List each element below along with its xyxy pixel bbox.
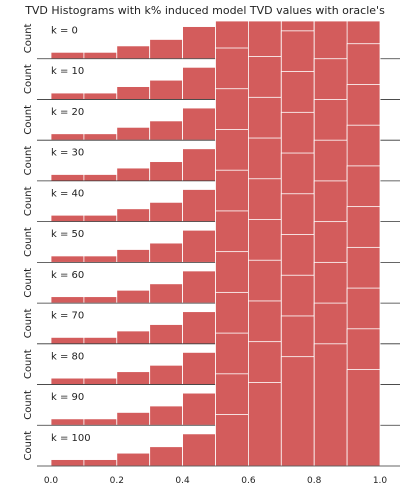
panel-k-label: k = 90 (51, 392, 84, 403)
histogram-bar (50, 92, 85, 100)
histogram-bar (215, 414, 249, 467)
y-axis-label: Count (23, 23, 34, 53)
panel-k-label: k = 40 (51, 188, 84, 199)
histogram-bar (50, 133, 85, 141)
histogram-bar (50, 459, 85, 467)
panel-k-label: k = 50 (51, 229, 84, 240)
histogram-bar (50, 377, 85, 385)
histogram-bar (182, 351, 216, 385)
histogram-bar (116, 371, 151, 385)
histogram-bar (83, 377, 118, 385)
panel-k-label: k = 80 (51, 351, 84, 362)
panel-k-label: k = 60 (51, 270, 84, 281)
histogram-bar (149, 201, 183, 223)
histogram-bar (149, 120, 183, 141)
x-tick-label: 0.0 (44, 476, 59, 486)
x-tick-label: 0.2 (110, 476, 124, 486)
histogram-bar (116, 86, 151, 100)
histogram-bar (116, 452, 151, 467)
histogram-bar (116, 330, 151, 345)
histogram-bar (182, 229, 216, 263)
histogram-bar (116, 167, 151, 182)
histogram-bar (50, 214, 85, 223)
histogram-bar (346, 369, 381, 467)
histogram-bar (182, 270, 216, 304)
histogram-bar (149, 324, 183, 345)
histogram-bar (83, 92, 118, 100)
histogram-bar (149, 364, 183, 385)
histogram-bar (116, 45, 151, 60)
x-tick-label: 0.4 (175, 476, 190, 486)
histogram-bar (182, 189, 216, 223)
histogram-bar (149, 405, 183, 426)
histogram-bar (182, 107, 216, 141)
histogram-bar (83, 296, 118, 304)
histogram-bar (50, 336, 85, 345)
x-tick-label: 0.6 (241, 476, 256, 486)
histogram-bar (182, 392, 216, 426)
histogram-bar (149, 39, 183, 60)
panel-k-label: k = 70 (51, 311, 84, 322)
y-axis-label: Count (23, 390, 34, 420)
panel-k-label: k = 30 (51, 148, 84, 159)
panel-k-label: k = 100 (51, 433, 91, 444)
histogram-bar (83, 133, 118, 141)
histogram-bar (50, 174, 85, 182)
histogram-bar (182, 26, 216, 60)
histogram-bar (83, 336, 118, 345)
histogram-bar (83, 174, 118, 182)
histogram-bar (182, 433, 216, 467)
panels-group: k = 0 Count k = 10 Count k = 20 Count k = 30 Co… (23, 20, 400, 467)
y-axis-label: Count (23, 105, 34, 135)
histogram-bar (83, 51, 118, 60)
x-tick-label: 0.8 (307, 476, 322, 486)
y-axis-label: Count (23, 186, 34, 216)
y-axis-label: Count (23, 431, 34, 461)
histogram-bar (149, 446, 183, 467)
y-axis-label: Count (23, 268, 34, 298)
chart-title: TVD Histograms with k% induced model TVD… (24, 4, 385, 17)
histogram-bar (149, 79, 183, 100)
histogram-bar (149, 161, 183, 182)
histogram-bar (149, 242, 183, 263)
histogram-bar (116, 126, 151, 141)
histogram-bar (247, 381, 282, 467)
panel-k-label: k = 20 (51, 107, 84, 118)
y-axis-label: Count (23, 349, 34, 379)
histogram-bar (182, 148, 216, 182)
y-axis-label: Count (23, 146, 34, 176)
histogram-bar (83, 418, 118, 426)
histogram-bar (149, 283, 183, 304)
histogram-bar (83, 214, 118, 223)
x-axis: 0.0 0.2 0.4 0.6 0.8 1.0 (44, 476, 388, 486)
histogram-bar (313, 343, 348, 467)
histogram-bar (50, 255, 85, 263)
histogram-bar (50, 51, 85, 60)
histogram-bar (83, 459, 118, 467)
x-tick-label: 1.0 (373, 476, 388, 486)
histogram-bar (116, 412, 151, 426)
histogram-bar (116, 289, 151, 304)
y-axis-label: Count (23, 309, 34, 339)
histogram-bar (116, 249, 151, 263)
y-axis-label: Count (23, 227, 34, 257)
histogram-bar (116, 208, 151, 223)
histogram-bar (280, 356, 315, 467)
panel-k-label: k = 0 (51, 25, 78, 36)
panel-k-label: k = 10 (51, 66, 84, 77)
histogram-bar (50, 296, 85, 304)
histogram-bar (182, 311, 216, 345)
panel-10: k = 100 Count (23, 343, 400, 467)
histogram-bar (50, 418, 85, 426)
histogram-bar (182, 66, 216, 100)
histogram-bar (83, 255, 118, 263)
y-axis-label: Count (23, 64, 34, 94)
